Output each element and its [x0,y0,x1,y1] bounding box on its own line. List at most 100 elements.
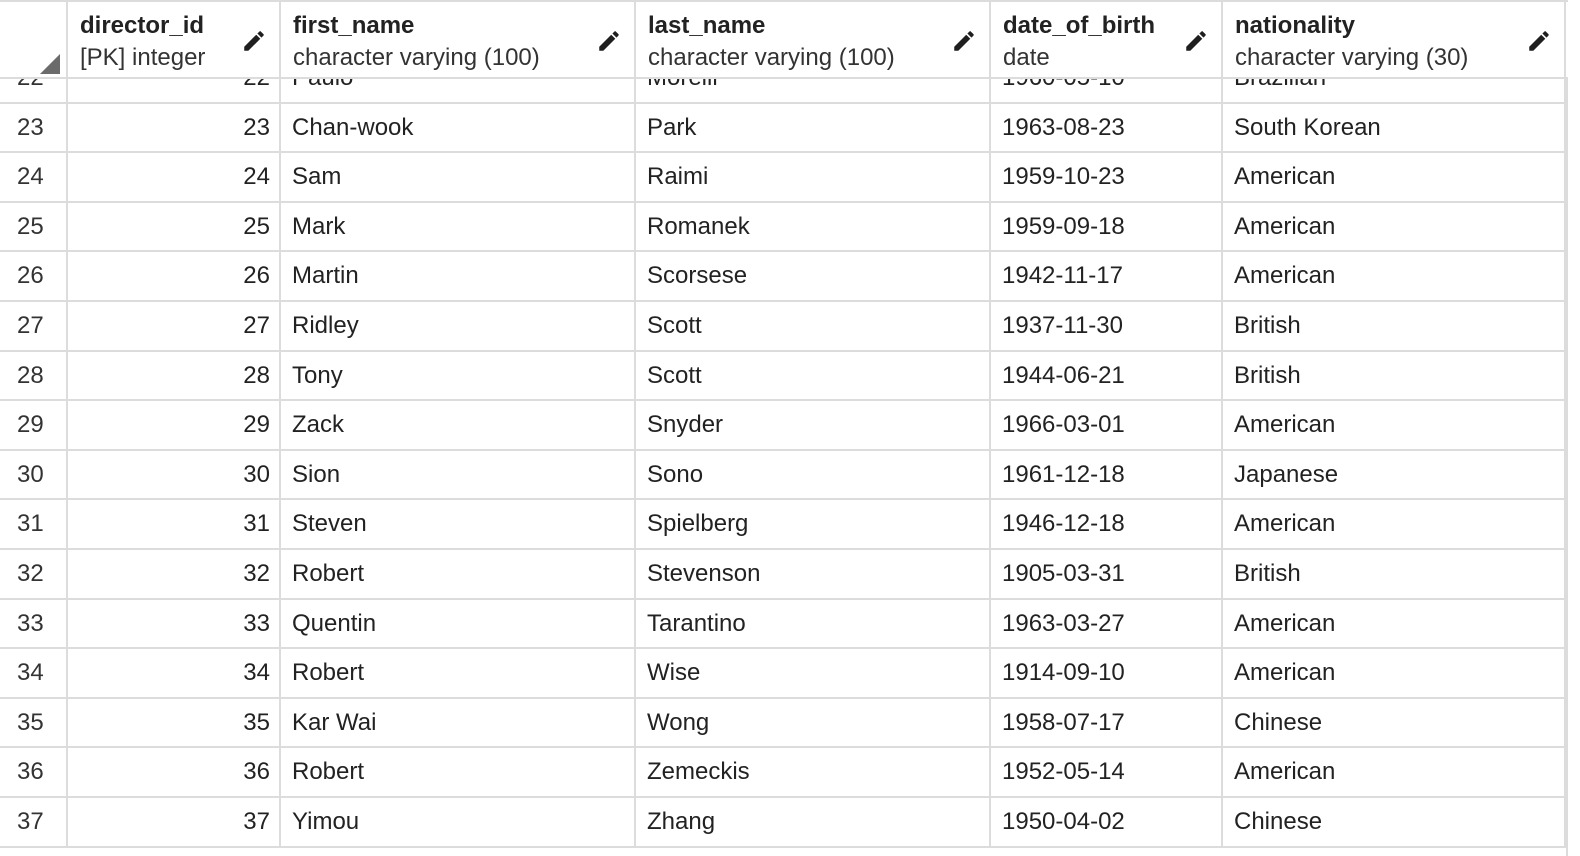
cell-last-name[interactable]: Wise [636,649,991,697]
cell-director-id[interactable]: 25 [68,202,281,251]
cell-date-of-birth[interactable]: 1959-09-18 [991,202,1223,251]
cell-last-name[interactable]: Tarantino [636,599,991,648]
cell-date-of-birth[interactable]: 1959-10-23 [991,153,1223,201]
cell-last-name[interactable]: Scott [636,351,991,400]
row-number[interactable]: 24 [0,153,68,201]
cell-director-id[interactable]: 30 [68,450,281,499]
cell-last-name[interactable]: Raimi [636,153,991,201]
row-number[interactable]: 22 [0,79,68,102]
cell-date-of-birth[interactable]: 1958-07-17 [991,698,1223,747]
row-number[interactable]: 27 [0,301,68,350]
table-row[interactable]: 27 27 Ridley Scott 1937-11-30 British [0,301,1568,352]
cell-director-id[interactable]: 31 [68,500,281,548]
row-number[interactable]: 26 [0,252,68,300]
column-header-last-name[interactable]: last_name character varying (100) [636,2,991,79]
cell-date-of-birth[interactable]: 1942-11-17 [991,252,1223,300]
pencil-icon[interactable] [1526,28,1552,54]
cell-date-of-birth[interactable]: 1944-06-21 [991,351,1223,400]
cell-nationality[interactable]: Chinese [1223,698,1566,747]
cell-first-name[interactable]: Robert [281,649,636,697]
cell-nationality[interactable]: British [1223,301,1566,350]
cell-date-of-birth[interactable]: 1963-03-27 [991,599,1223,648]
cell-first-name[interactable]: Chan-wook [281,103,636,152]
cell-director-id[interactable]: 24 [68,153,281,201]
cell-first-name[interactable]: Steven [281,500,636,548]
table-row[interactable]: 24 24 Sam Raimi 1959-10-23 American [0,153,1568,203]
cell-date-of-birth[interactable]: 1937-11-30 [991,301,1223,350]
row-number[interactable]: 35 [0,698,68,747]
pencil-icon[interactable] [1183,28,1209,54]
cell-nationality[interactable]: British [1223,351,1566,400]
cell-first-name[interactable]: Paulo [281,79,636,102]
cell-first-name[interactable]: Kar Wai [281,698,636,747]
row-number[interactable]: 32 [0,549,68,598]
table-row[interactable]: 33 33 Quentin Tarantino 1963-03-27 Ameri… [0,599,1568,650]
cell-first-name[interactable]: Mark [281,202,636,251]
cell-first-name[interactable]: Robert [281,549,636,598]
cell-date-of-birth[interactable]: 1905-03-31 [991,549,1223,598]
row-number[interactable]: 28 [0,351,68,400]
cell-last-name[interactable]: Scorsese [636,252,991,300]
cell-director-id[interactable]: 26 [68,252,281,300]
cell-director-id[interactable]: 32 [68,549,281,598]
cell-date-of-birth[interactable]: 1914-09-10 [991,649,1223,697]
cell-last-name[interactable]: Sono [636,450,991,499]
cell-first-name[interactable]: Sam [281,153,636,201]
column-header-date-of-birth[interactable]: date_of_birth date [991,2,1223,79]
cell-first-name[interactable]: Zack [281,401,636,449]
cell-nationality[interactable]: American [1223,748,1566,796]
row-number[interactable]: 36 [0,748,68,796]
cell-date-of-birth[interactable]: 1950-04-02 [991,797,1223,846]
row-number[interactable]: 37 [0,797,68,846]
cell-last-name[interactable]: Wong [636,698,991,747]
cell-last-name[interactable]: Zhang [636,797,991,846]
cell-director-id[interactable]: 33 [68,599,281,648]
table-row[interactable]: 30 30 Sion Sono 1961-12-18 Japanese [0,450,1568,501]
row-number[interactable]: 23 [0,103,68,152]
table-row[interactable]: 32 32 Robert Stevenson 1905-03-31 Britis… [0,549,1568,600]
table-row[interactable]: 28 28 Tony Scott 1944-06-21 British [0,351,1568,402]
cell-last-name[interactable]: Park [636,103,991,152]
vertical-scrollbar[interactable] [1566,0,1580,856]
cell-date-of-birth[interactable]: 1961-12-18 [991,450,1223,499]
cell-date-of-birth[interactable]: 1946-12-18 [991,500,1223,548]
cell-last-name[interactable]: Stevenson [636,549,991,598]
pencil-icon[interactable] [951,28,977,54]
cell-director-id[interactable]: 34 [68,649,281,697]
table-row[interactable]: 36 36 Robert Zemeckis 1952-05-14 America… [0,748,1568,798]
cell-first-name[interactable]: Quentin [281,599,636,648]
table-row[interactable]: 22 22 Paulo Morelli 1960-05-10 Brazilian [0,79,1568,104]
cell-first-name[interactable]: Tony [281,351,636,400]
cell-director-id[interactable]: 35 [68,698,281,747]
cell-director-id[interactable]: 28 [68,351,281,400]
row-number[interactable]: 29 [0,401,68,449]
pencil-icon[interactable] [241,28,267,54]
cell-date-of-birth[interactable]: 1966-03-01 [991,401,1223,449]
row-number[interactable]: 30 [0,450,68,499]
cell-first-name[interactable]: Martin [281,252,636,300]
cell-first-name[interactable]: Robert [281,748,636,796]
cell-nationality[interactable]: American [1223,649,1566,697]
cell-last-name[interactable]: Spielberg [636,500,991,548]
cell-nationality[interactable]: South Korean [1223,103,1566,152]
cell-last-name[interactable]: Scott [636,301,991,350]
cell-first-name[interactable]: Sion [281,450,636,499]
cell-director-id[interactable]: 29 [68,401,281,449]
row-number[interactable]: 34 [0,649,68,697]
cell-last-name[interactable]: Snyder [636,401,991,449]
row-number[interactable]: 33 [0,599,68,648]
table-row[interactable]: 37 37 Yimou Zhang 1950-04-02 Chinese [0,797,1568,848]
cell-director-id[interactable]: 37 [68,797,281,846]
cell-director-id[interactable]: 23 [68,103,281,152]
cell-nationality[interactable]: American [1223,401,1566,449]
table-row[interactable]: 23 23 Chan-wook Park 1963-08-23 South Ko… [0,103,1568,154]
cell-nationality[interactable]: American [1223,153,1566,201]
table-row[interactable]: 26 26 Martin Scorsese 1942-11-17 America… [0,252,1568,302]
cell-date-of-birth[interactable]: 1952-05-14 [991,748,1223,796]
cell-nationality[interactable]: Japanese [1223,450,1566,499]
cell-last-name[interactable]: Morelli [636,79,991,102]
row-number[interactable]: 25 [0,202,68,251]
cell-nationality[interactable]: Brazilian [1223,79,1566,102]
cell-director-id[interactable]: 27 [68,301,281,350]
column-header-director-id[interactable]: director_id [PK] integer [68,2,281,79]
